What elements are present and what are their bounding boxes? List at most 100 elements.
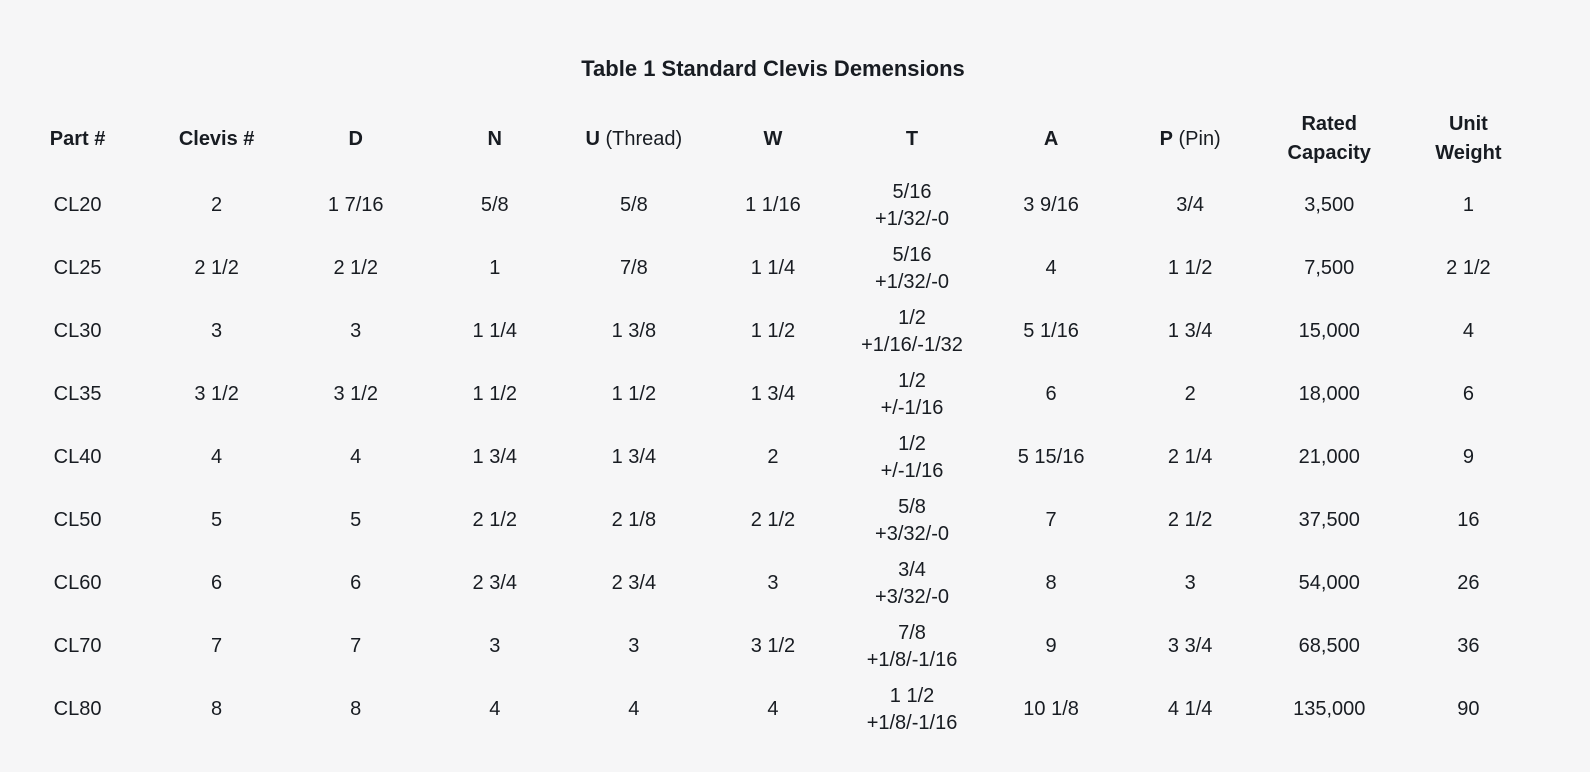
table-cell: 37,500	[1298, 509, 1360, 531]
table-cell: 15,000	[1298, 320, 1360, 342]
table-cell: 1 3/4	[472, 446, 518, 468]
table-header-cell: N	[487, 127, 502, 150]
table-cell: 5/8 +3/32/-0	[875, 495, 949, 545]
part-number-cell: CL50	[53, 509, 102, 531]
table-cell: 5/8	[619, 194, 648, 216]
table-cell: 90	[1457, 698, 1480, 720]
table-cell: 54,000	[1298, 572, 1360, 594]
table-cell: 4	[767, 698, 779, 720]
table-cell: 6	[211, 572, 223, 594]
table-cell: 4	[1045, 257, 1057, 279]
table-cell: 2 1/4	[1167, 446, 1213, 468]
table-cell: 2	[1184, 383, 1196, 405]
table-cell: 5/16 +1/32/-0	[875, 243, 949, 293]
table-cell: 3/4	[1176, 194, 1205, 216]
part-number-cell: CL25	[53, 257, 102, 279]
table-cell: 1 1/2	[1167, 257, 1213, 279]
table-header: Part # Clevis # D N U (Thread) W T A P (Pin) Rate…	[8, 104, 1538, 174]
clevis-dimensions-table: Part # Clevis # D N U (Thread) W T A P (Pin) Rate…	[8, 104, 1538, 741]
table-cell: 5/8	[480, 194, 509, 216]
table-cell: 18,000	[1298, 383, 1360, 405]
table-cell: 4	[350, 446, 362, 468]
table-cell: 3	[1184, 572, 1196, 594]
table-cell: 3 9/16	[1023, 194, 1079, 216]
table-row: CL50 5 5 2 1/2 2 1/8 2 1/2 5/8 +3/32/-0 7 2 1/2 37…	[8, 489, 1538, 552]
table-cell: 3	[211, 320, 223, 342]
table-cell: 9	[1045, 635, 1057, 657]
table-header-cell: Part #	[49, 127, 106, 150]
table-cell: 2 1/8	[611, 509, 657, 531]
table-cell: 2 1/2	[1446, 257, 1491, 279]
table-cell: 3 1/2	[194, 383, 239, 405]
table-cell: 1 7/16	[327, 194, 384, 216]
table-cell: 2 3/4	[611, 572, 657, 594]
table-cell: 2 3/4	[472, 572, 518, 594]
part-number-cell: CL30	[53, 320, 102, 342]
table-title: Table 1 Standard Clevis Demensions	[581, 56, 965, 81]
table-cell: 5 1/16	[1023, 320, 1079, 342]
part-number-cell: CL40	[53, 446, 102, 468]
table-cell: 2 1/2	[750, 509, 796, 531]
table-cell: 2	[211, 194, 223, 216]
table-cell: 1	[1462, 194, 1474, 216]
table-row: CL80 8 8 4 4 4 1 1/2 +1/8/-1/16 10 1/8 4 1/4 135,0…	[8, 678, 1538, 741]
table-body: CL20 2 1 7/16 5/8 5/8 1 1/16 5/16 +1/32/-0 3 9/1…	[8, 174, 1538, 741]
part-number-cell: CL20	[53, 194, 102, 216]
table-header-row: Part # Clevis # D N U (Thread) W T A P (Pin) Rate…	[8, 104, 1538, 174]
table-cell: 8	[211, 698, 223, 720]
table-cell: 7/8 +1/8/-1/16	[866, 621, 958, 671]
table-header-cell: Unit Weight	[1435, 113, 1502, 164]
table-header-cell: W	[763, 127, 783, 150]
table-cell: 1/2 +1/16/-1/32	[861, 306, 963, 356]
table-row: CL20 2 1 7/16 5/8 5/8 1 1/16 5/16 +1/32/-0 3 9/1…	[8, 174, 1538, 237]
table-row: CL70 7 7 3 3 3 1/2 7/8 +1/8/-1/16 9 3 3/4 68,500 36	[8, 615, 1538, 678]
table-header-cell: Rated Capacity	[1287, 113, 1371, 164]
table-cell: 4 1/4	[1167, 698, 1213, 720]
table-cell: 1 1/2	[750, 320, 796, 342]
table-cell: 3 1/2	[333, 383, 378, 405]
table-cell: 2	[767, 446, 779, 468]
table-header-cell: P (Pin)	[1159, 127, 1221, 150]
table-cell: 3	[628, 635, 640, 657]
table-cell: 1/2 +/-1/16	[880, 432, 944, 482]
table-cell: 1 3/4	[750, 383, 796, 405]
clevis-dimensions-section: Table 1 Standard Clevis Demensions Part …	[8, 0, 1538, 741]
table-cell: 9	[1462, 446, 1474, 468]
table-cell: 1 1/16	[745, 194, 801, 216]
table-cell: 1 1/2	[472, 383, 518, 405]
table-cell: 7,500	[1304, 257, 1355, 279]
table-cell: 7	[350, 635, 362, 657]
table-cell: 1 1/2 +1/8/-1/16	[866, 684, 958, 734]
table-cell: 8	[1045, 572, 1057, 594]
table-cell: 1 1/4	[750, 257, 796, 279]
table-cell: 2 1/2	[1167, 509, 1213, 531]
table-cell: 135,000	[1293, 698, 1366, 720]
table-cell: 2 1/2	[472, 509, 518, 531]
table-cell: 4	[1462, 320, 1474, 342]
table-cell: 5/16 +1/32/-0	[875, 180, 949, 230]
table-cell: 26	[1457, 572, 1480, 594]
table-cell: 1	[489, 257, 501, 279]
table-header-cell: U (Thread)	[585, 127, 683, 150]
table-cell: 3	[489, 635, 501, 657]
part-number-cell: CL70	[53, 635, 102, 657]
table-cell: 3/4 +3/32/-0	[875, 558, 949, 608]
table-cell: 1 1/4	[472, 320, 518, 342]
table-cell: 5 15/16	[1017, 446, 1085, 468]
table-row: CL60 6 6 2 3/4 2 3/4 3 3/4 +3/32/-0 8 3 54,000 26	[8, 552, 1538, 615]
table-cell: 3 3/4	[1167, 635, 1213, 657]
table-header-cell: D	[348, 127, 363, 150]
table-row: CL30 3 3 1 1/4 1 3/8 1 1/2 1/2 +1/16/-1/32 5 1/1…	[8, 300, 1538, 363]
table-cell: 4	[211, 446, 223, 468]
table-cell: 6	[1045, 383, 1057, 405]
table-cell: 4	[628, 698, 640, 720]
table-cell: 7/8	[619, 257, 648, 279]
table-cell: 3	[350, 320, 362, 342]
table-cell: 16	[1457, 509, 1480, 531]
part-number-cell: CL60	[53, 572, 102, 594]
table-cell: 10 1/8	[1023, 698, 1079, 720]
table-cell: 7	[1045, 509, 1057, 531]
table-header-cell: A	[1043, 127, 1059, 150]
table-cell: 7	[211, 635, 223, 657]
table-cell: 8	[350, 698, 362, 720]
